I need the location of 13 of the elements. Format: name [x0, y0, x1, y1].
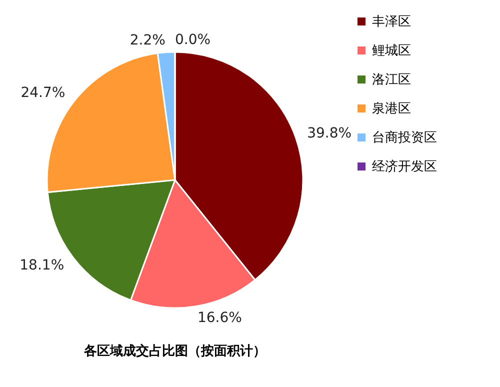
legend-label: 丰泽区 — [372, 14, 411, 30]
data-label: 24.7% — [20, 85, 66, 102]
legend-label: 台商投资区 — [372, 130, 437, 146]
data-label: 16.6% — [197, 310, 242, 326]
legend-label: 鲤城区 — [372, 44, 411, 58]
text: 0.0% — [175, 32, 211, 48]
data-label: 18.1% — [20, 257, 64, 274]
legend-label: 经济开发区 — [372, 160, 437, 174]
legend-label: 泉港区 — [372, 102, 411, 116]
data-label: 39.8% — [307, 126, 352, 142]
legend-label: 洛江区 — [372, 72, 411, 88]
text: 各区域成交占比图（按面积计） — [83, 343, 266, 359]
data-label: 2.2% — [130, 32, 166, 48]
